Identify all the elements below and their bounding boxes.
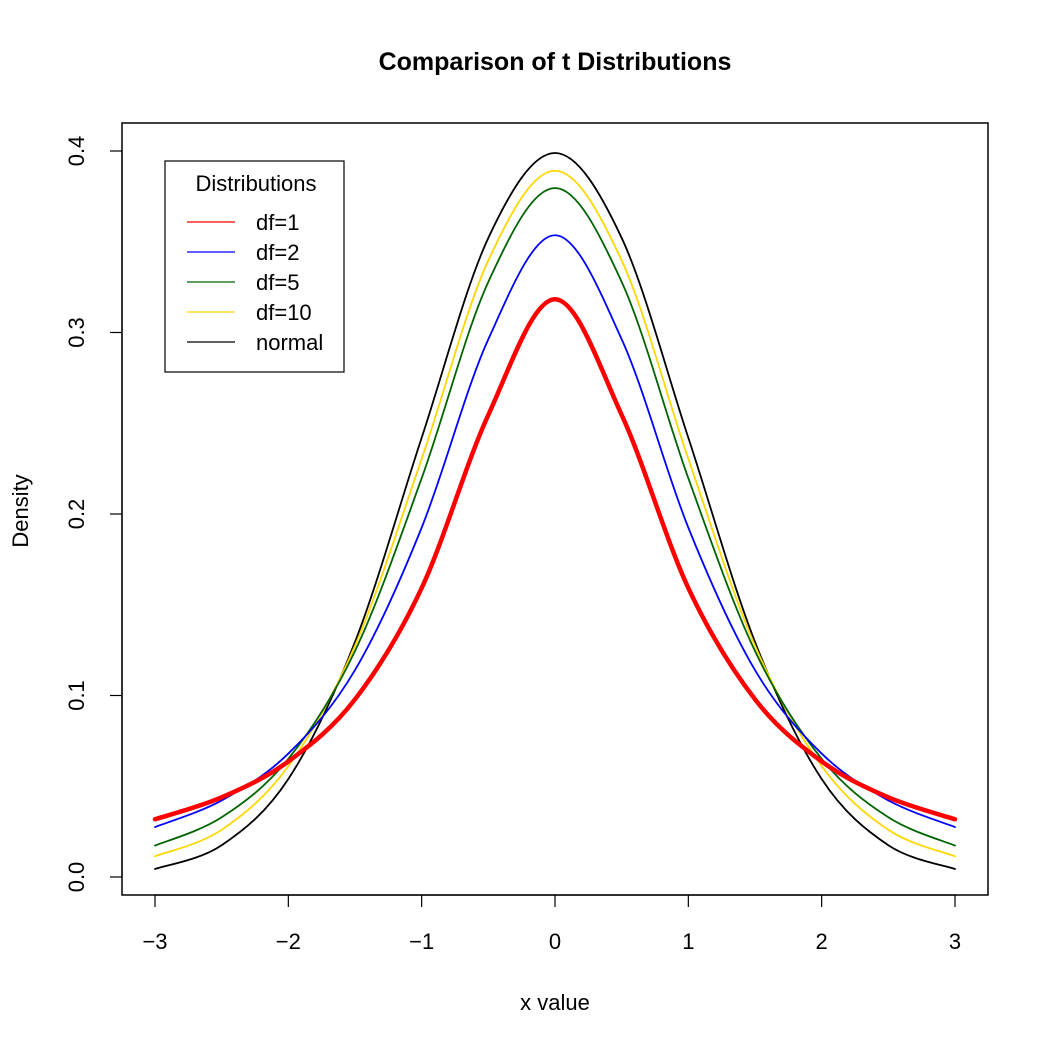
series-line-df-2 [154, 234, 956, 828]
x-tick-label: 1 [682, 929, 694, 954]
y-tick-label: 0.1 [64, 680, 89, 711]
chart-title: Comparison of t Distributions [379, 48, 732, 76]
legend-box [164, 160, 345, 373]
x-tick-label: 0 [549, 929, 561, 954]
legend-label: df=5 [256, 270, 299, 295]
y-axis-label: Density [8, 474, 33, 547]
x-tick-label: 3 [949, 929, 961, 954]
series-line-df-5 [154, 187, 956, 847]
legend-label: df=10 [256, 300, 312, 325]
y-tick-label: 0.3 [64, 317, 89, 348]
x-tick-label: −3 [142, 929, 167, 954]
legend-label: df=2 [256, 240, 299, 265]
legend-label: normal [256, 330, 323, 355]
legend-entries: df=1 df=2 df=5 df=10 normal [187, 210, 323, 355]
legend: Distributions df=1 df=2 df=5 df=10 normal [164, 160, 345, 373]
series-line-normal [154, 152, 956, 870]
x-axis-label: x value [520, 990, 590, 1015]
x-tick-label: −2 [276, 929, 301, 954]
y-axis: 0.0 0.1 0.2 0.3 0.4 [64, 136, 123, 893]
legend-title: Distributions [195, 171, 316, 196]
series-line-df-1 [152, 297, 958, 822]
y-tick-label: 0.4 [64, 136, 89, 167]
y-tick-label: 0.2 [64, 499, 89, 530]
y-tick-label: 0.0 [64, 862, 89, 893]
x-tick-label: 2 [816, 929, 828, 954]
legend-label: df=1 [256, 210, 299, 235]
x-axis: −3 −2 −1 0 1 2 3 [142, 894, 961, 954]
series-layer [152, 152, 958, 870]
x-tick-label: −1 [409, 929, 434, 954]
